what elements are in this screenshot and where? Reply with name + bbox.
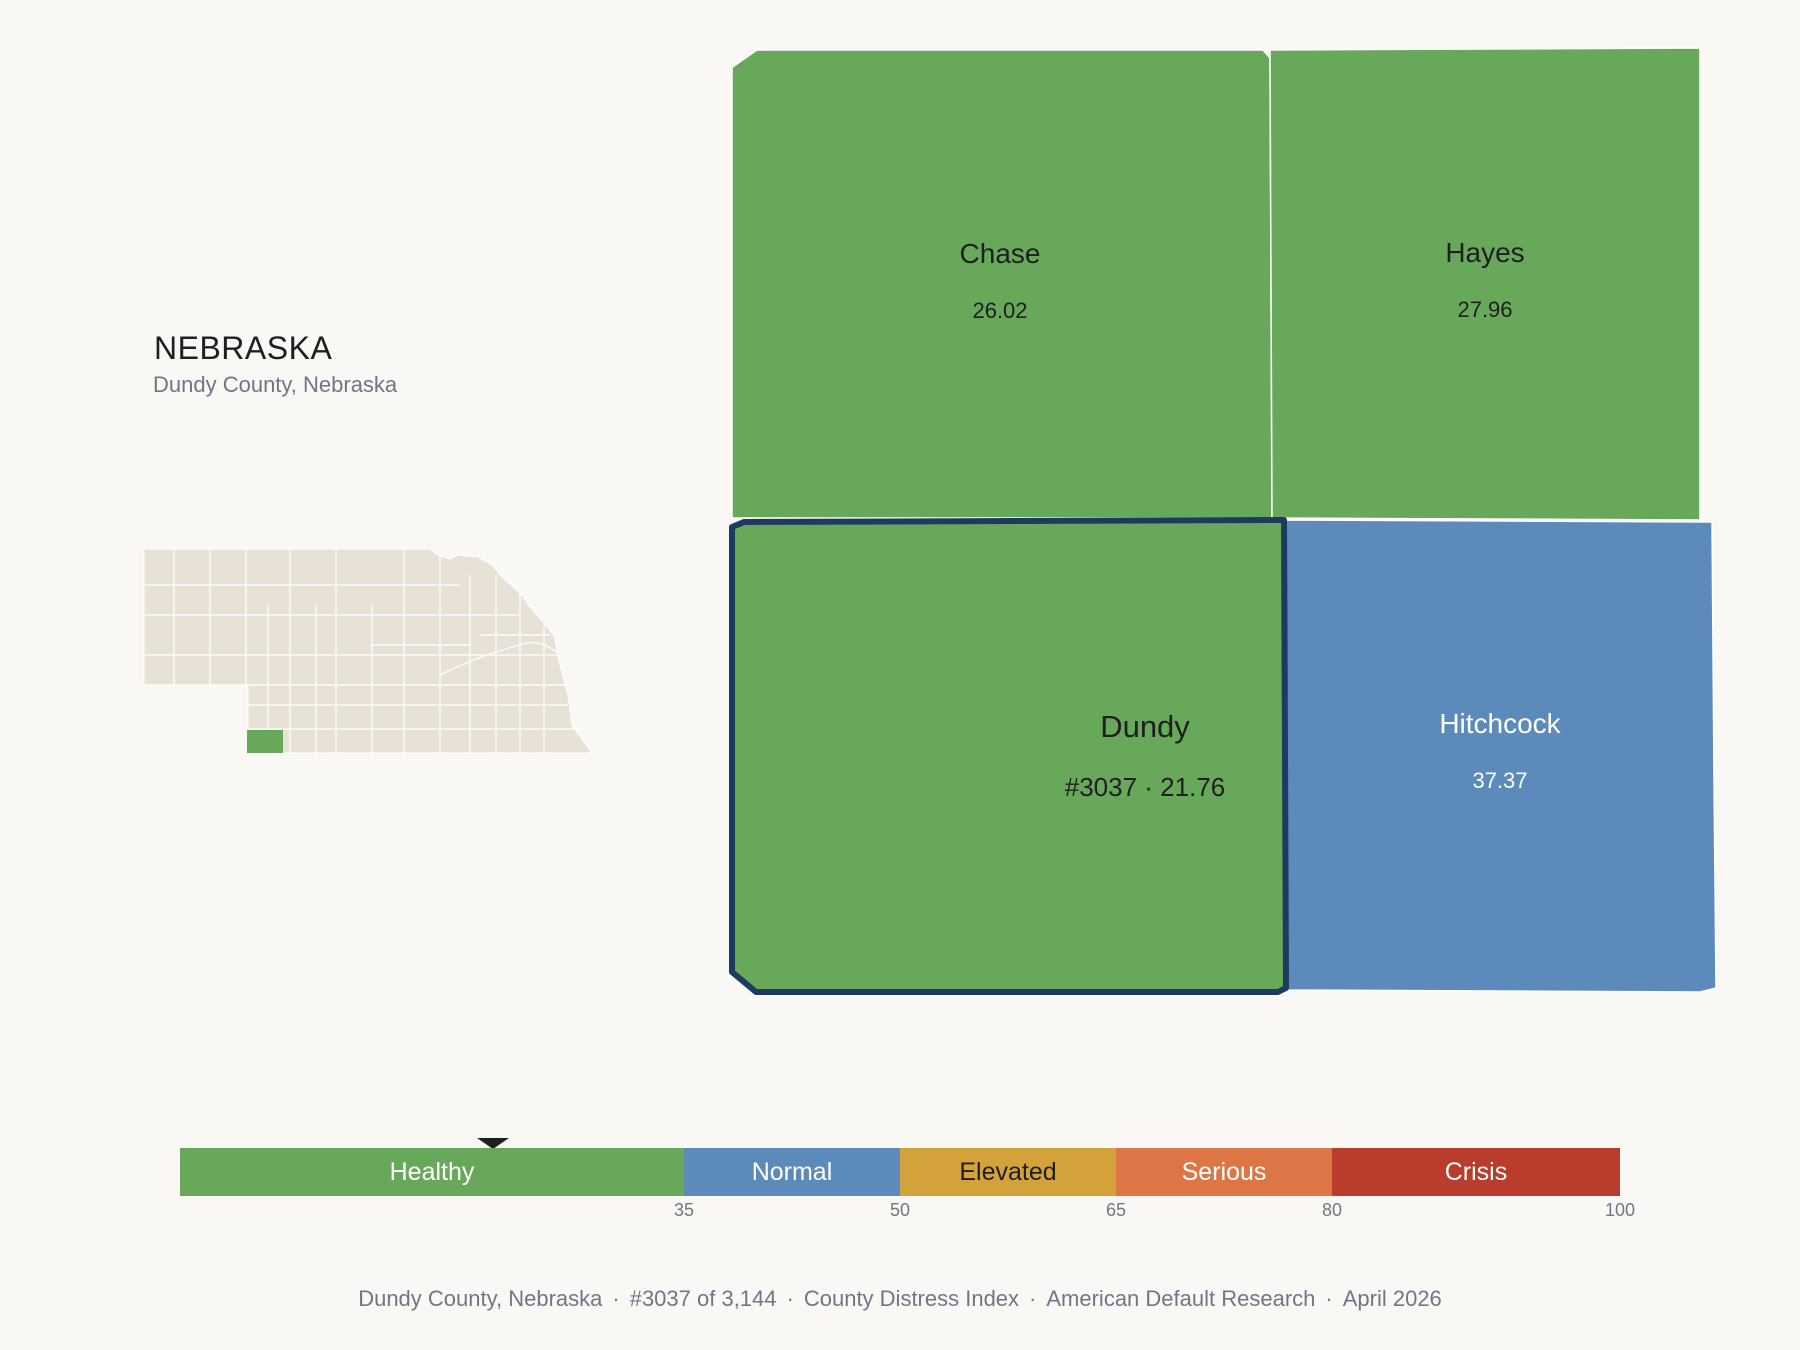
legend-tick: 80 xyxy=(1321,1200,1343,1220)
county-chase-name: Chase xyxy=(960,238,1041,269)
county-borders xyxy=(144,549,580,753)
current-value-marker xyxy=(477,1138,510,1149)
legend-segment-serious: Serious xyxy=(1116,1148,1332,1196)
county-hayes-value: 27.96 xyxy=(1457,297,1512,322)
county-hitchcock-shape[interactable] xyxy=(1283,519,1717,993)
county-dundy-value: #3037 · 21.76 xyxy=(1065,772,1225,802)
legend-tick: 65 xyxy=(1105,1200,1127,1220)
county-hayes-name: Hayes xyxy=(1445,237,1524,268)
legend-tick: 100 xyxy=(1604,1200,1636,1220)
legend-segment-normal: Normal xyxy=(684,1148,900,1196)
county-hitchcock-value: 37.37 xyxy=(1472,768,1527,793)
state-locator-map xyxy=(143,548,593,754)
county-chase-value: 26.02 xyxy=(972,298,1027,323)
state-title: NEBRASKA xyxy=(154,330,333,366)
legend-bar: Healthy Normal Elevated Serious Crisis xyxy=(180,1148,1620,1196)
legend-segment-healthy: Healthy xyxy=(180,1148,684,1196)
county-chase-shape[interactable] xyxy=(731,49,1273,519)
county-hayes-shape[interactable] xyxy=(1269,47,1701,521)
legend-segment-elevated: Elevated xyxy=(900,1148,1116,1196)
county-dundy[interactable]: Dundy #3037 · 21.76 xyxy=(729,517,1289,995)
distress-scale-legend: Healthy Normal Elevated Serious Crisis 35 50 6… xyxy=(180,1138,1635,1220)
state-subtitle: Dundy County, Nebraska xyxy=(153,372,398,397)
county-hayes[interactable]: Hayes 27.96 xyxy=(1269,47,1701,521)
footer-rank: #3037 of 3,144 xyxy=(629,1286,777,1311)
footer-date: April 2026 xyxy=(1342,1286,1442,1311)
inset-dundy-highlight xyxy=(247,730,283,753)
county-chase[interactable]: Chase 26.02 xyxy=(731,49,1273,519)
county-hitchcock[interactable]: Hitchcock 37.37 xyxy=(1283,519,1717,993)
footer-county: Dundy County, Nebraska xyxy=(358,1286,603,1311)
footer-source: American Default Research xyxy=(1046,1286,1316,1311)
county-dundy-shape[interactable] xyxy=(729,517,1289,995)
legend-tick: 50 xyxy=(889,1200,911,1220)
legend-tick: 35 xyxy=(673,1200,695,1220)
footer: Dundy County, Nebraska · #3037 of 3,144 · Co… xyxy=(358,1286,1442,1311)
county-hitchcock-name: Hitchcock xyxy=(1439,708,1561,739)
legend-segment-crisis: Crisis xyxy=(1332,1148,1620,1196)
county-dundy-name: Dundy xyxy=(1100,709,1190,744)
footer-index: County Distress Index xyxy=(803,1286,1020,1311)
